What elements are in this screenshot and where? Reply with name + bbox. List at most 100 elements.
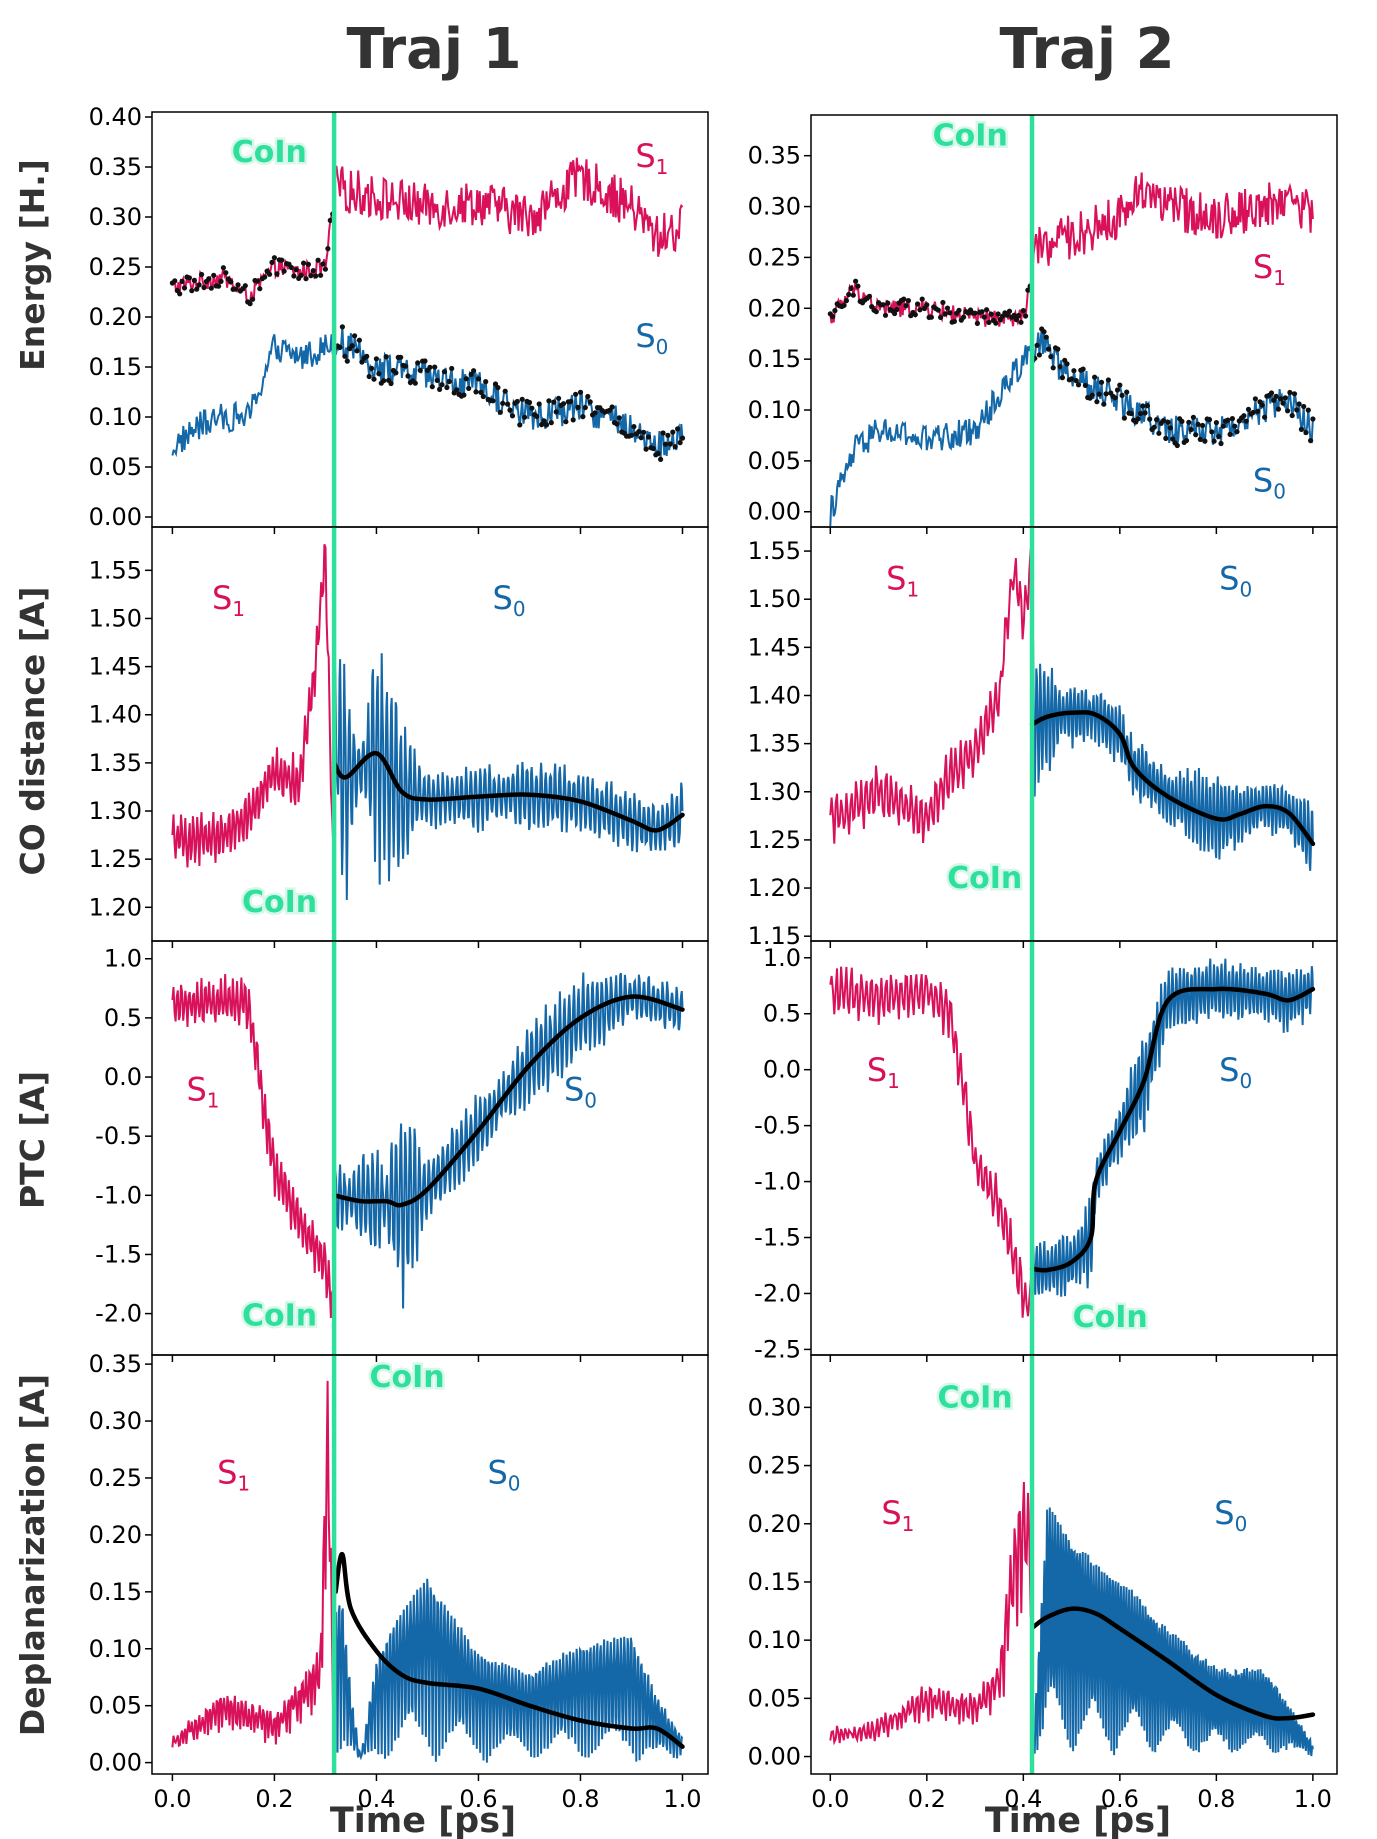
active-state-point	[177, 291, 183, 297]
active-state-point	[1147, 416, 1153, 422]
active-state-point	[432, 364, 438, 370]
s1-active-line	[829, 1481, 1033, 1746]
s0-average-line	[1030, 1606, 1316, 1721]
coin-label: CoIn	[242, 885, 317, 920]
active-state-point	[935, 307, 941, 313]
active-state-point	[446, 378, 452, 385]
y-tick-label: 1.50	[748, 585, 801, 613]
active-state-point	[179, 278, 185, 284]
active-state-point	[585, 393, 591, 400]
y-tick-label: 0.15	[748, 1568, 801, 1596]
active-state-point	[1059, 375, 1065, 381]
active-state-point	[660, 430, 666, 436]
y-tick-label: 0.40	[89, 103, 142, 131]
active-state-point	[354, 348, 360, 354]
active-state-point	[901, 296, 907, 302]
s0-energy-line	[171, 326, 684, 460]
s0-label: S0	[487, 1454, 520, 1496]
active-state-point	[172, 278, 178, 284]
active-state-point	[1080, 366, 1086, 372]
active-state-point	[393, 370, 399, 376]
active-state-point	[1135, 416, 1141, 422]
active-state-point	[337, 344, 343, 350]
active-state-point	[1280, 400, 1286, 406]
active-state-point	[247, 301, 253, 307]
active-state-point	[269, 259, 275, 265]
active-state-point	[979, 309, 985, 315]
active-state-point	[853, 278, 859, 284]
active-state-point	[505, 401, 511, 407]
active-state-point	[1156, 430, 1162, 436]
s1-active-line	[171, 1380, 336, 1748]
y-tick-label: 1.0	[763, 944, 801, 972]
active-state-point	[988, 311, 994, 317]
x-tick-label: 0.4	[1004, 1785, 1042, 1813]
active-state-point	[986, 319, 992, 325]
active-state-point	[928, 314, 935, 320]
s0-average-line	[331, 994, 685, 1208]
active-state-point	[631, 424, 637, 430]
active-state-point	[628, 432, 635, 438]
y-tick-label: 1.0	[104, 945, 142, 973]
active-state-point	[1018, 319, 1024, 325]
s1-energy-line	[829, 172, 1314, 327]
active-state-point	[271, 255, 277, 261]
y-tick-label: 1.55	[89, 556, 142, 584]
active-state-point	[1282, 395, 1288, 401]
active-state-point	[439, 382, 445, 388]
s1-label-base: S	[635, 137, 655, 175]
active-state-point	[1273, 393, 1279, 399]
active-state-point	[1289, 412, 1295, 419]
active-state-point	[984, 307, 990, 313]
active-state-point	[1140, 403, 1146, 409]
active-state-point	[1206, 417, 1213, 423]
active-state-point	[841, 302, 847, 308]
s0-label-sub: 0	[656, 335, 669, 359]
active-state-point	[560, 401, 567, 407]
active-state-point	[359, 359, 365, 365]
s0-average-line	[1029, 986, 1316, 1273]
active-state-markers	[827, 278, 1316, 449]
s0-label-base: S	[1214, 1494, 1234, 1532]
active-state-point	[349, 343, 355, 349]
active-state-point	[1305, 407, 1311, 413]
y-tick-label: 0.5	[104, 1004, 142, 1032]
active-state-point	[556, 395, 562, 401]
active-state-point	[665, 432, 671, 438]
active-state-point	[1183, 437, 1190, 444]
active-state-point	[1202, 438, 1208, 444]
active-state-point	[587, 399, 593, 405]
active-state-point	[947, 310, 953, 316]
active-state-point	[223, 270, 229, 276]
active-state-point	[480, 393, 486, 400]
active-state-point	[1271, 397, 1277, 403]
active-state-point	[1211, 438, 1217, 444]
s0-label: S0	[1219, 1051, 1252, 1093]
s1-active-line	[829, 548, 1033, 844]
active-state-point	[961, 314, 967, 320]
active-state-point	[454, 387, 460, 393]
active-state-point	[526, 399, 533, 406]
s0-active-line	[1031, 641, 1314, 871]
active-state-point	[1114, 387, 1121, 393]
active-state-point	[848, 285, 854, 291]
active-state-point	[441, 369, 448, 375]
active-state-point	[262, 274, 268, 280]
active-state-point	[303, 276, 309, 282]
active-state-point	[1291, 391, 1298, 397]
y-tick-label: 1.45	[89, 653, 142, 681]
s0-label-sub: 0	[1239, 1069, 1252, 1093]
y-tick-label: 1.55	[748, 537, 801, 565]
active-state-point	[1020, 308, 1026, 314]
active-state-point	[1232, 423, 1238, 429]
active-state-point	[288, 264, 294, 271]
active-state-point	[951, 318, 958, 324]
active-state-point	[577, 389, 584, 395]
active-state-point	[892, 310, 898, 317]
y-tick-label: 0.35	[89, 1350, 142, 1378]
active-state-point	[427, 364, 433, 370]
y-tick-label: 0.25	[748, 243, 801, 271]
plot-area	[171, 972, 685, 1323]
